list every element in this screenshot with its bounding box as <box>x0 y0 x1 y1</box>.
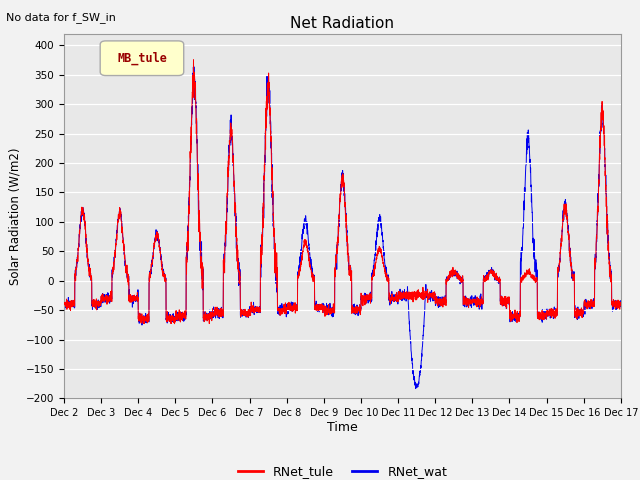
X-axis label: Time: Time <box>327 421 358 434</box>
Text: MB_tule: MB_tule <box>117 51 167 65</box>
Legend: RNet_tule, RNet_wat: RNet_tule, RNet_wat <box>232 460 452 480</box>
Y-axis label: Solar Radiation (W/m2): Solar Radiation (W/m2) <box>8 147 22 285</box>
Title: Net Radiation: Net Radiation <box>291 16 394 31</box>
FancyBboxPatch shape <box>100 41 184 75</box>
Text: No data for f_SW_in: No data for f_SW_in <box>6 12 116 23</box>
